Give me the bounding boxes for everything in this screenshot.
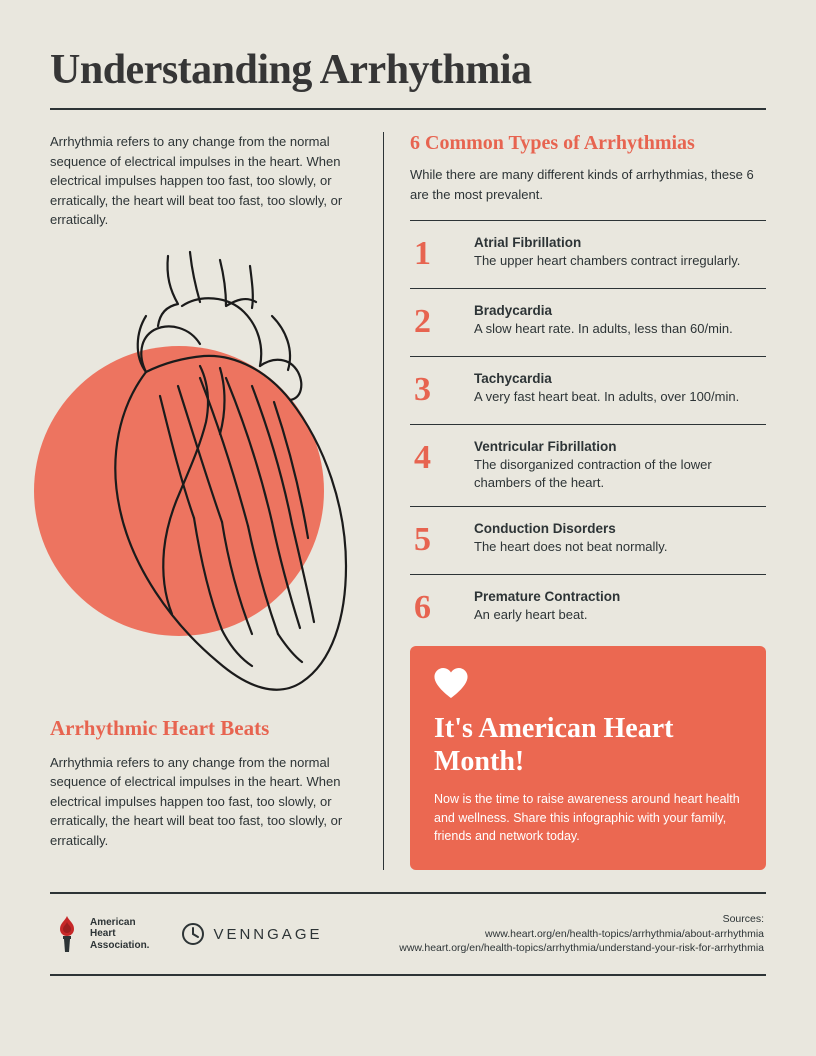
aha-logo: American Heart Association. bbox=[52, 914, 149, 954]
list-item: 3 Tachycardia A very fast heart beat. In… bbox=[410, 356, 766, 424]
type-desc: An early heart beat. bbox=[474, 606, 766, 624]
type-title: Tachycardia bbox=[474, 371, 766, 386]
left-column: Arrhythmia refers to any change from the… bbox=[50, 132, 384, 870]
type-desc: The upper heart chambers contract irregu… bbox=[474, 252, 766, 270]
callout-body: Now is the time to raise awareness aroun… bbox=[434, 790, 742, 846]
venngage-text: VENNGAGE bbox=[213, 926, 322, 943]
source-line: www.heart.org/en/health-topics/arrhythmi… bbox=[399, 927, 764, 942]
callout-title: It's American Heart Month! bbox=[434, 713, 742, 777]
type-title: Premature Contraction bbox=[474, 589, 766, 604]
type-desc: A very fast heart beat. In adults, over … bbox=[474, 388, 766, 406]
list-item: 5 Conduction Disorders The heart does no… bbox=[410, 506, 766, 574]
list-item: 1 Atrial Fibrillation The upper heart ch… bbox=[410, 220, 766, 288]
type-number: 2 bbox=[414, 303, 452, 339]
type-number: 4 bbox=[414, 439, 452, 475]
list-item: 4 Ventricular Fibrillation The disorgani… bbox=[410, 424, 766, 506]
type-number: 6 bbox=[414, 589, 452, 625]
intro-text: Arrhythmia refers to any change from the… bbox=[50, 132, 357, 230]
callout-box: It's American Heart Month! Now is the ti… bbox=[410, 646, 766, 870]
left-section-heading: Arrhythmic Heart Beats bbox=[50, 716, 357, 741]
aha-line: American bbox=[90, 917, 149, 929]
heart-illustration bbox=[44, 246, 354, 716]
sources: Sources: www.heart.org/en/health-topics/… bbox=[399, 912, 764, 956]
sources-label: Sources: bbox=[399, 912, 764, 927]
type-desc: A slow heart rate. In adults, less than … bbox=[474, 320, 766, 338]
types-heading: 6 Common Types of Arrhythmias bbox=[410, 132, 766, 155]
type-title: Atrial Fibrillation bbox=[474, 235, 766, 250]
aha-torch-icon bbox=[52, 914, 82, 954]
types-intro: While there are many different kinds of … bbox=[410, 165, 766, 204]
heart-drawing-icon bbox=[50, 246, 360, 716]
type-title: Conduction Disorders bbox=[474, 521, 766, 536]
type-title: Ventricular Fibrillation bbox=[474, 439, 766, 454]
aha-text: American Heart Association. bbox=[90, 917, 149, 952]
type-number: 5 bbox=[414, 521, 452, 557]
left-section-body: Arrhythmia refers to any change from the… bbox=[50, 753, 357, 851]
types-list: 1 Atrial Fibrillation The upper heart ch… bbox=[410, 220, 766, 642]
main-columns: Arrhythmia refers to any change from the… bbox=[50, 132, 766, 870]
divider-footer-bottom bbox=[50, 974, 766, 976]
aha-line: Association. bbox=[90, 940, 149, 952]
page-title: Understanding Arrhythmia bbox=[50, 46, 766, 94]
source-line: www.heart.org/en/health-topics/arrhythmi… bbox=[399, 941, 764, 956]
type-title: Bradycardia bbox=[474, 303, 766, 318]
right-column: 6 Common Types of Arrhythmias While ther… bbox=[384, 132, 766, 870]
aha-line: Heart bbox=[90, 928, 149, 940]
list-item: 6 Premature Contraction An early heart b… bbox=[410, 574, 766, 642]
footer-row: American Heart Association. VENNGAGE Sou… bbox=[50, 894, 766, 974]
type-desc: The disorganized contraction of the lowe… bbox=[474, 456, 766, 492]
type-number: 3 bbox=[414, 371, 452, 407]
footer: American Heart Association. VENNGAGE Sou… bbox=[50, 892, 766, 976]
venngage-logo: VENNGAGE bbox=[181, 922, 322, 946]
type-number: 1 bbox=[414, 235, 452, 271]
type-desc: The heart does not beat normally. bbox=[474, 538, 766, 556]
list-item: 2 Bradycardia A slow heart rate. In adul… bbox=[410, 288, 766, 356]
clock-icon bbox=[181, 922, 205, 946]
divider-top bbox=[50, 108, 766, 110]
heart-icon bbox=[434, 668, 468, 698]
